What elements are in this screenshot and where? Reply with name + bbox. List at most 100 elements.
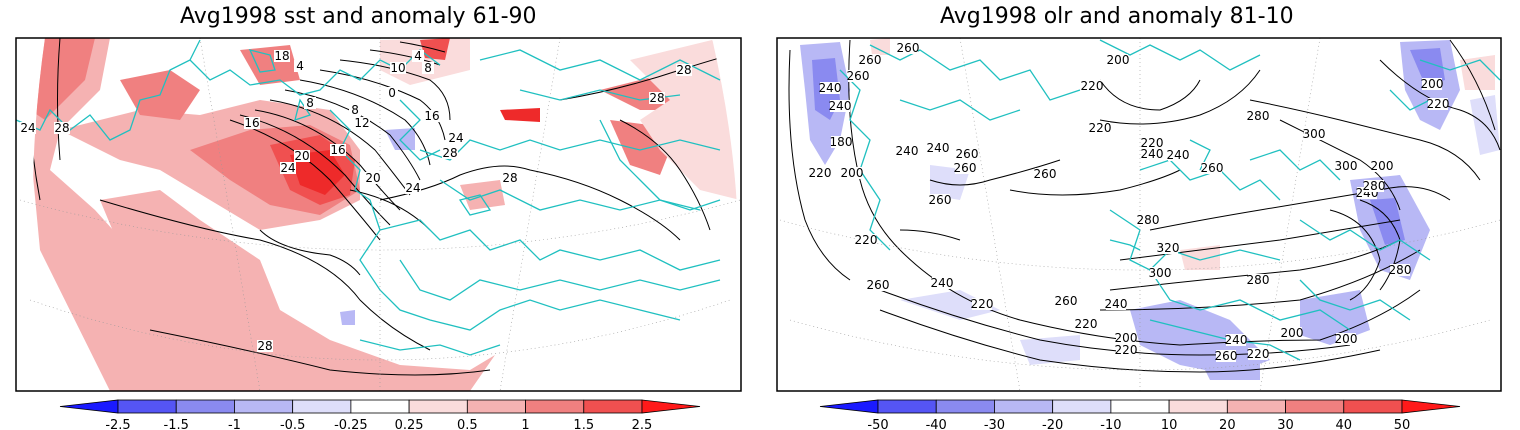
contour-label: 200 [1115,331,1138,345]
colorbar-segment [1052,399,1112,414]
contour-label: 24 [280,161,295,175]
colorbar-segment [1343,399,1403,414]
graticule [19,38,741,391]
sst-anomaly-area [500,108,540,122]
contour-label: 8 [424,61,432,75]
colorbar-segment [1226,399,1286,414]
colorbar-tick-label: -0.25 [334,418,368,430]
contour-label: 20 [365,171,380,185]
sst-anomaly-area [460,180,505,210]
sst-contour [57,38,61,161]
contour-label: 20 [294,149,309,163]
contour-label: 300 [1303,127,1326,141]
sst-contour [339,59,451,121]
colorbar-tick-label: -2.5 [105,418,130,430]
contour-label: 240 [829,99,852,113]
contour-label: 200 [1281,326,1304,340]
contour-label: 16 [330,143,345,157]
sst-map-frame [15,37,742,392]
olr-contour [1009,169,1181,196]
colorbar-segment [525,399,585,414]
contour-label: 240 [927,141,950,155]
contour-label: 240 [1225,333,1248,347]
contour-label: 240 [1105,297,1128,311]
olr-contour [1329,209,1381,301]
contour-label: 240 [819,81,842,95]
contour-label: 4 [296,59,304,73]
colorbar-tick-label: -50 [867,418,888,430]
olr-contour [899,229,961,241]
contour-label: 260 [1201,161,1224,175]
sst-contour [229,119,381,241]
panel2-title: Avg1998 olr and anomaly 81-10 [940,4,1294,29]
colorbar-segment [583,399,643,414]
olr-colorbar: -50 -40 -30 -20 -10 10 20 30 40 50 [819,399,1461,430]
olr-contour [1149,186,1451,231]
olr-contour [1249,99,1481,181]
sst-contour [33,38,41,201]
contour-label: 12 [354,116,369,130]
sst-contour [299,79,431,166]
contour-label: 8 [306,96,314,110]
olr-map-frame [776,37,1502,392]
contour-label: 280 [1389,263,1412,277]
colorbar-tick-label: 0.5 [457,418,478,430]
sst-anomaly-area [630,40,739,200]
contour-label: 300 [1149,266,1172,280]
sst-contour [239,114,391,226]
sst-anomaly-area [385,128,415,150]
colorbar-tick-label: 2.5 [632,418,653,430]
contour-label: 28 [257,339,272,353]
sst-contour [619,119,711,231]
contour-label: 16 [244,116,259,130]
olr-contour-labels: 260 260 260 240 240 200 220 220 220 240 … [809,41,1450,363]
colorbar-segment [1110,399,1170,414]
sst-anomaly-area [340,310,355,325]
contour-label: 220 [1115,343,1138,357]
contour-label: 260 [954,161,977,175]
contour-label: 260 [1215,349,1238,363]
colorbar-tick-label: 50 [1394,418,1411,430]
sst-contour [284,89,421,181]
contour-label: 260 [1055,294,1078,308]
colorbar-tick-label: 1.5 [573,418,594,430]
contour-label: 24 [405,181,420,195]
colorbar-tick-label: -20 [1042,418,1063,430]
contour-label: 220 [1427,97,1450,111]
contour-label: 240 [1141,147,1164,161]
colorbar-right-triangle [1401,399,1461,414]
sst-contour [559,54,731,101]
colorbar-segment [408,399,468,414]
contour-label: 220 [1075,317,1098,331]
olr-contour [848,39,901,251]
contour-label: 260 [929,193,952,207]
olr-anomaly-area [900,290,1000,320]
colorbar-segment [877,399,937,414]
contour-label: 260 [1034,167,1057,181]
contour-label: 240 [931,276,954,290]
colorbar-tick-label: 0.25 [395,418,424,430]
colorbar-segment [234,399,294,414]
olr-anomaly-area [1410,48,1445,85]
contour-label: 0 [388,86,396,100]
colorbar-segment [1168,399,1228,414]
olr-contour [929,159,1061,186]
contour-label: 220 [1247,347,1270,361]
colorbar-left-triangle [819,399,879,414]
panel1-title: Avg1998 sst and anomaly 61-90 [180,4,537,29]
contour-label: 260 [847,69,870,83]
colorbar-segment [466,399,526,414]
colorbar-tick-label: 10 [1161,418,1178,430]
olr-anomaly-area [870,38,890,55]
olr-anomaly-area [1020,335,1080,365]
contour-label: 180 [830,135,853,149]
contour-label: 4 [414,49,422,63]
contour-label: 200 [841,166,864,180]
colorbar-tick-label: -1 [228,418,241,430]
contour-label: 220 [1141,136,1164,150]
olr-contour [1379,59,1501,151]
colorbar-tick-label: 30 [1277,418,1294,430]
contour-label: 28 [649,91,664,105]
colorbar-segment [292,399,352,414]
